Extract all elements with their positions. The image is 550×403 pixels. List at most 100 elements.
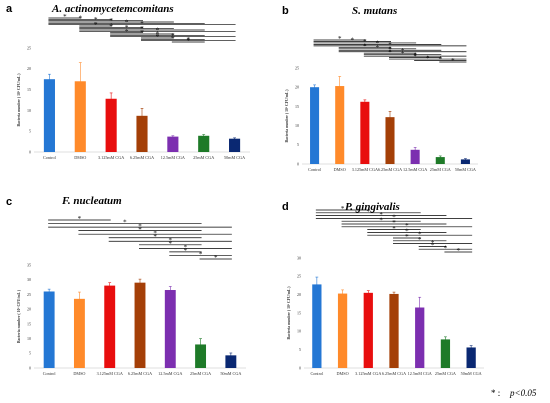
significance-mark: * [78, 215, 82, 223]
significance-mark: * [184, 244, 188, 252]
significance-mark: * [79, 15, 83, 23]
bar-4 [415, 307, 425, 368]
y-tick-label: 20 [295, 85, 299, 90]
panel-title: P. gingivalis [345, 201, 400, 213]
bar-5 [440, 339, 451, 368]
significance-mark: * [363, 38, 367, 46]
y-tick-label: 25 [297, 274, 301, 279]
y-tick-label: 5 [299, 347, 301, 352]
x-tick-label: 3.125mM CGA [97, 371, 123, 376]
significance-mark: * [392, 225, 396, 233]
bar-4 [410, 149, 420, 164]
bar-0 [312, 284, 322, 368]
significance-mark: * [405, 222, 409, 230]
significance-mark: * [379, 216, 383, 224]
y-tick-label: 10 [297, 329, 301, 334]
bar-4 [167, 136, 179, 152]
x-tick-label: 12.5mM CGA [403, 167, 427, 172]
significance-mark: * [153, 229, 157, 237]
panel-letter: b [282, 5, 289, 17]
y-axis-label: Bacteria number ( 10⁶ CFU/mL ) [17, 73, 21, 127]
significance-mark: * [169, 236, 173, 244]
panel-letter: d [282, 201, 289, 213]
bar-0 [43, 291, 55, 368]
panel-b: b S. mutans Bacteria number ( 10⁶ CFU/mL )… [282, 5, 478, 172]
significance-mark: * [451, 57, 455, 65]
y-tick-label: 10 [27, 336, 31, 341]
x-tick-label: 3.125mM CGA [98, 155, 124, 160]
significance-mark: * [388, 48, 392, 56]
significance-mark: * [125, 19, 129, 27]
y-tick-label: 5 [297, 142, 299, 147]
bar-1 [335, 86, 345, 164]
y-tick-label: 10 [295, 123, 299, 128]
significance-mark: * [401, 47, 405, 55]
bar-2 [104, 285, 116, 368]
y-tick-label: 30 [27, 277, 31, 282]
bar-0 [43, 79, 55, 152]
bar-3 [134, 282, 146, 368]
significance-mark: * [94, 21, 98, 29]
significance-mark: * [444, 244, 448, 252]
significance-mark: * [363, 43, 367, 51]
bar-6 [225, 355, 237, 368]
panel-d: d P. gingivalis Bacteria number ( 10⁶ CFU/… [282, 201, 484, 376]
significance-mark: * [367, 208, 371, 216]
significance-mark: * [169, 240, 173, 248]
bar-4 [164, 290, 176, 368]
bar-3 [389, 293, 399, 368]
x-tick-label: DMSO [337, 371, 349, 376]
significance-mark: * [156, 31, 160, 39]
significance-star: * : [491, 388, 500, 398]
bar-5 [435, 157, 445, 164]
x-tick-label: 25mM CGA [193, 155, 214, 160]
y-tick-label: 0 [29, 365, 31, 370]
significance-mark: * [418, 230, 422, 238]
significance-mark: * [187, 36, 191, 44]
bar-3 [385, 117, 395, 164]
x-tick-label: 25mM CGA [435, 371, 456, 376]
y-tick-label: 10 [27, 108, 31, 113]
significance-mark: * [156, 27, 160, 35]
x-tick-label: Control [43, 371, 57, 376]
significance-mark: * [413, 53, 417, 61]
x-tick-label: Control [308, 167, 322, 172]
y-tick-label: 30 [297, 255, 301, 260]
y-tick-label: 5 [29, 129, 31, 134]
y-tick-label: 15 [297, 310, 301, 315]
y-tick-label: 15 [295, 104, 299, 109]
significance-mark: * [401, 50, 405, 58]
significance-mark: * [388, 41, 392, 49]
x-tick-label: 6.25mM CGA [382, 371, 406, 376]
y-tick-label: 5 [29, 351, 31, 356]
significance-mark: * [214, 254, 218, 262]
significance-mark: * [457, 247, 461, 255]
x-tick-label: 12.5mM CGA [161, 155, 185, 160]
x-tick-label: 6.25mM CGA [128, 371, 152, 376]
significance-mark: * [125, 24, 129, 32]
significance-mark: * [376, 40, 380, 48]
y-tick-label: 0 [299, 365, 301, 370]
significance-mark: * [431, 242, 435, 250]
x-tick-label: 6.25mM CGA [130, 155, 154, 160]
bar-5 [195, 344, 207, 368]
y-tick-label: 25 [27, 45, 31, 50]
significance-mark: * [405, 228, 409, 236]
bar-2 [360, 101, 370, 164]
y-tick-label: 0 [29, 149, 31, 154]
x-tick-label: 25mM CGA [430, 167, 451, 172]
significance-mark: * [123, 219, 127, 227]
x-tick-label: 50mM CGA [455, 167, 476, 172]
significance-mark: * [109, 23, 113, 31]
significance-mark: * [341, 205, 345, 213]
significance-mark: * [63, 13, 67, 21]
significance-mark: * [426, 54, 430, 62]
significance-mark: * [187, 37, 191, 45]
bar-5 [198, 135, 210, 152]
panel-a: a A. actinomycetemcomitans Bacteria number… [6, 3, 250, 160]
significance-mark: * [418, 236, 422, 244]
y-tick-label: 25 [27, 292, 31, 297]
x-tick-label: 25mM CGA [190, 371, 211, 376]
y-axis-label: Bacteria number ( 10⁶ CFU/mL ) [17, 289, 21, 343]
significance-mark: * [171, 32, 175, 40]
